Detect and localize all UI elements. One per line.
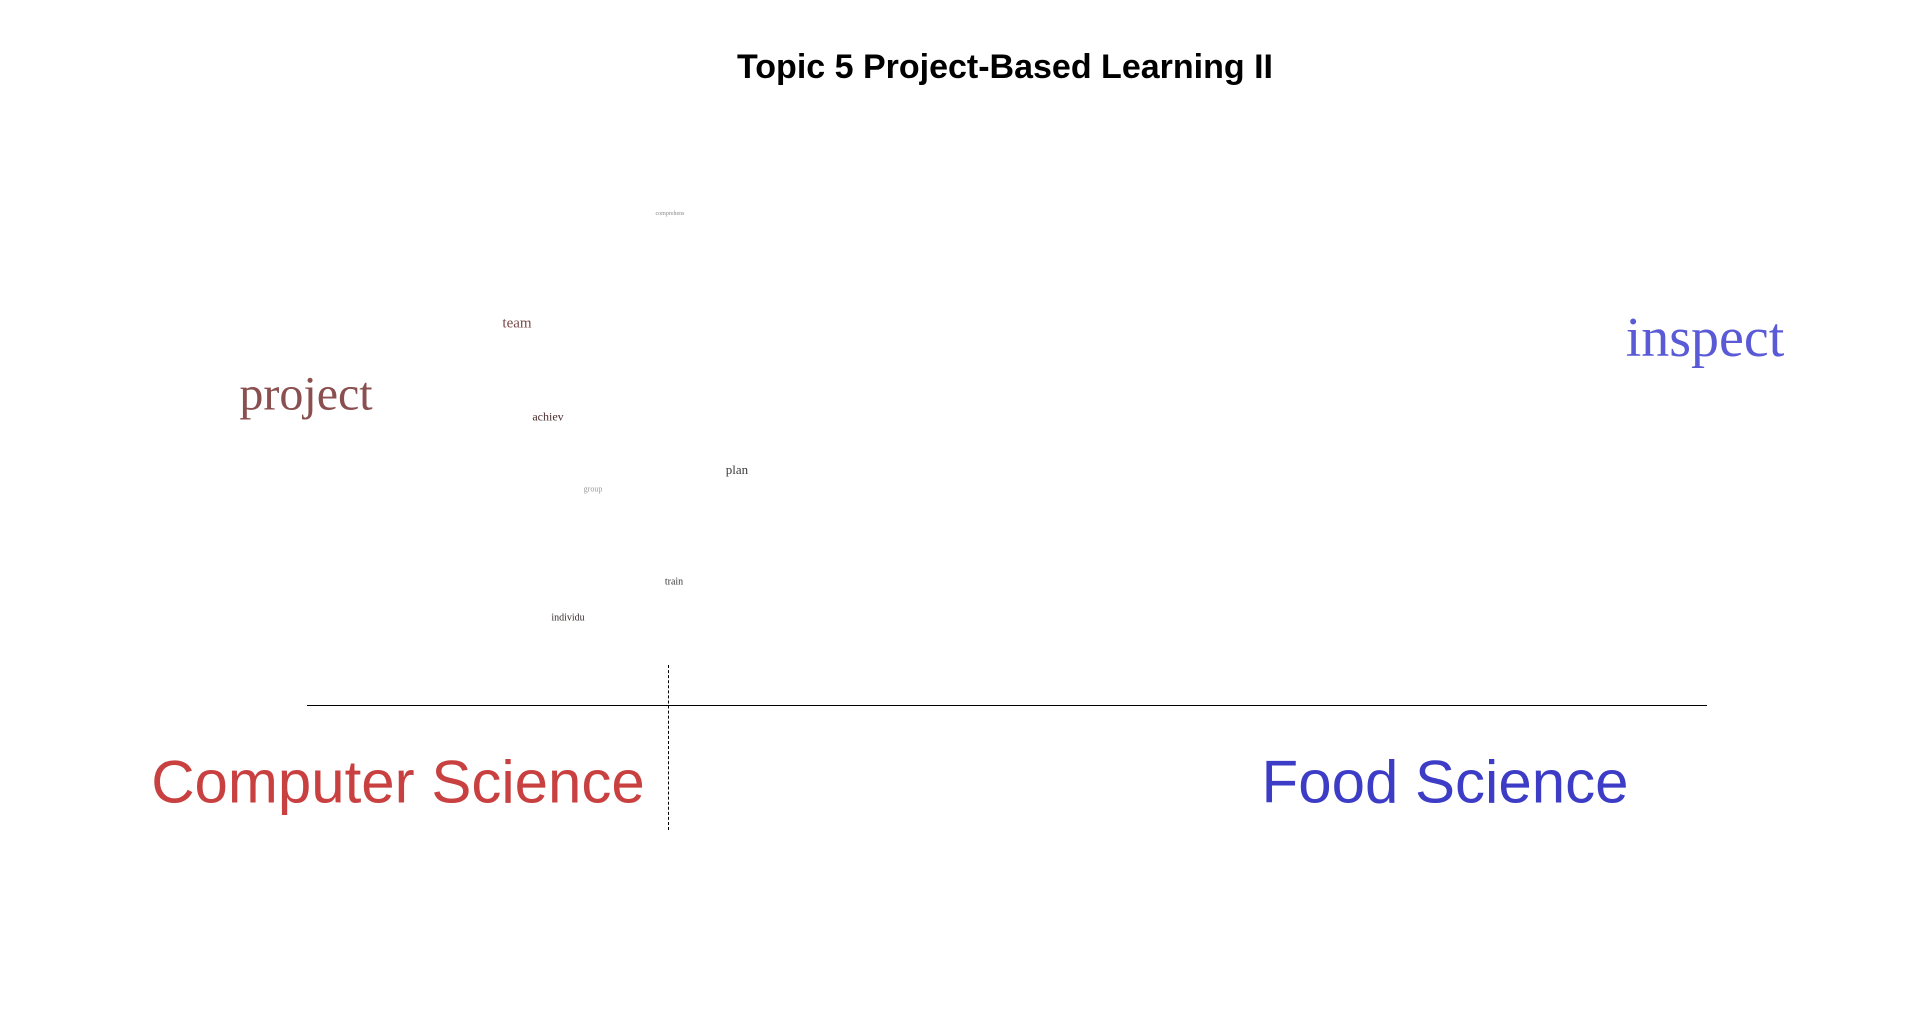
word-comprehens: comprehens bbox=[655, 211, 685, 217]
word-inspect: inspect bbox=[1625, 307, 1785, 369]
chart-title: Topic 5 Project-Based Learning II bbox=[737, 48, 1273, 86]
word-individu: individu bbox=[551, 612, 585, 624]
word-group: group bbox=[583, 484, 603, 494]
group-label-food-science: Food Science bbox=[1261, 748, 1629, 816]
neutral-divider bbox=[668, 665, 669, 830]
word-achiev: achiev bbox=[532, 409, 564, 424]
word-project: project bbox=[239, 367, 373, 421]
group-label-computer-science: Computer Science bbox=[151, 748, 645, 816]
baseline-axis bbox=[307, 705, 1707, 706]
word-train: train bbox=[664, 576, 684, 588]
word-team: team bbox=[502, 315, 532, 332]
word-plan: plan bbox=[725, 462, 749, 477]
